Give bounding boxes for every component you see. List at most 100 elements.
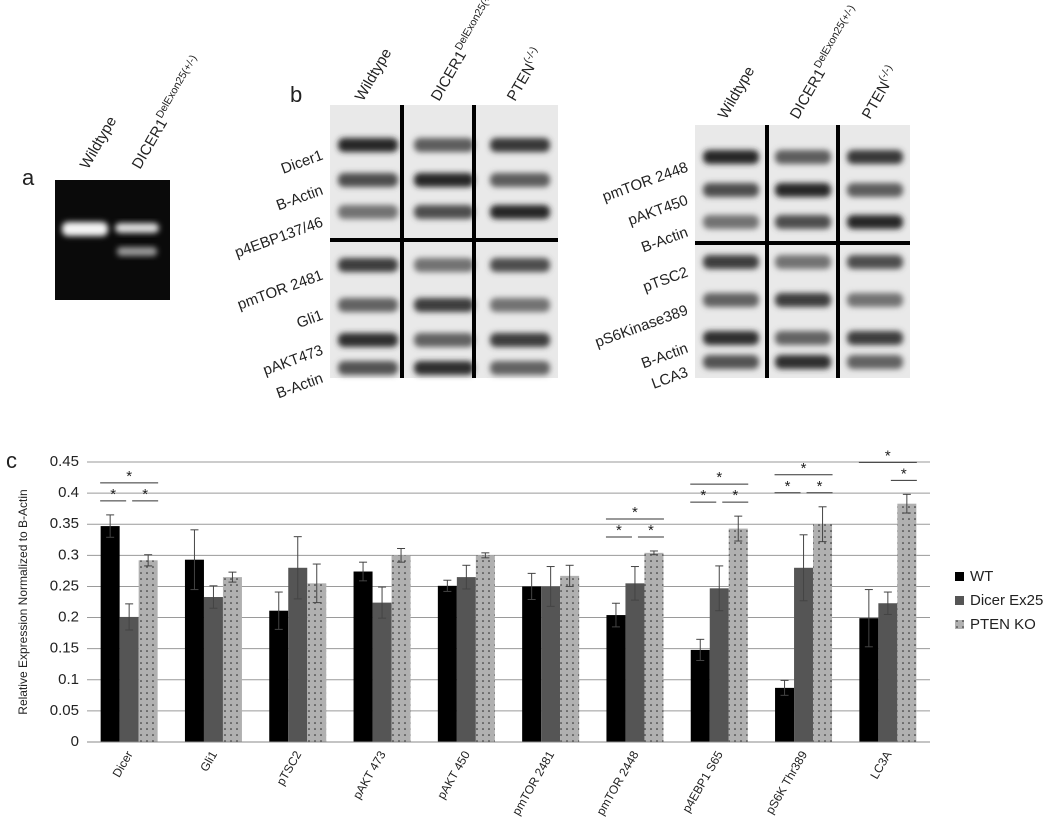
x-tick-label: p4EBP1 S65	[679, 748, 726, 815]
blot-band	[490, 173, 550, 187]
bar	[878, 603, 898, 742]
y-tick-label: 0	[71, 733, 79, 750]
x-tick-label: Dicer	[110, 749, 136, 780]
blot-band	[703, 355, 759, 369]
blot-band	[414, 258, 474, 272]
bar	[119, 616, 139, 742]
blot-band	[847, 183, 903, 197]
y-tick-label: 0.15	[50, 640, 79, 657]
error-bar	[190, 529, 199, 591]
bar	[307, 583, 327, 742]
error-bar	[228, 571, 237, 583]
error-bar	[293, 536, 302, 600]
bar	[353, 571, 373, 742]
blot-band	[414, 333, 474, 347]
blot-band	[775, 150, 831, 164]
lane-superscript: DelExon25(+/-)	[154, 53, 200, 120]
bar	[728, 528, 748, 742]
bar	[138, 560, 158, 742]
blot-band	[414, 361, 474, 375]
row-label: pTSC2	[641, 264, 691, 296]
blot-band	[338, 205, 398, 219]
blot-band	[414, 173, 474, 187]
error-bar	[527, 572, 536, 601]
blot-band	[703, 183, 759, 197]
error-bar	[799, 534, 808, 602]
significance-label: *	[801, 460, 807, 477]
significance-label: *	[110, 486, 116, 503]
lane-label: PTEN(-/-)	[856, 63, 902, 122]
significance-label: *	[901, 465, 907, 482]
x-tick-label: pTSC2	[274, 748, 305, 788]
y-tick-label: 0.35	[50, 515, 79, 532]
significance-label: *	[732, 487, 738, 504]
blot-band	[775, 355, 831, 369]
y-tick-label: 0.4	[58, 484, 79, 501]
row-label: pAKT450	[626, 192, 691, 229]
bar	[391, 555, 411, 742]
y-tick-label: 0.45	[50, 453, 79, 470]
blot-band	[775, 293, 831, 307]
y-axis-label: Relative Expression Normalized to B-Acti…	[16, 489, 30, 714]
y-tick-label: 0.3	[58, 546, 79, 563]
x-tick-label: pAKT 473	[350, 748, 389, 801]
error-bar	[565, 564, 574, 587]
row-label: p4EBP137/46	[233, 214, 326, 262]
lane-superscript: DelExon25(+/-)	[812, 3, 858, 70]
significance-label: *	[126, 468, 132, 485]
error-bar	[883, 591, 892, 615]
gel-band	[115, 223, 159, 233]
lane-label: Wildtype	[77, 114, 120, 172]
blot-band	[847, 331, 903, 345]
error-bar	[378, 586, 387, 619]
blot-band	[414, 298, 474, 312]
lane-name: DICER1	[428, 48, 470, 104]
lane-superscript: DelExon25(+/-)	[453, 0, 499, 52]
bar	[775, 687, 795, 742]
bar	[625, 583, 645, 742]
panel-label: b	[290, 82, 302, 107]
bar	[794, 567, 814, 742]
y-tick-label: 0.1	[58, 671, 79, 688]
significance-label: *	[716, 469, 722, 486]
blot-band	[847, 293, 903, 307]
blot-band	[703, 255, 759, 269]
legend-label: WT	[970, 568, 993, 585]
bar	[541, 586, 561, 742]
significance-label: *	[785, 478, 791, 495]
lane-name: Wildtype	[352, 46, 395, 104]
blot-band	[490, 333, 550, 347]
error-bar	[715, 565, 724, 612]
legend-swatch	[955, 620, 964, 629]
lane-label: DICER1DelExon25(+/-)	[126, 53, 206, 172]
lane-label: Wildtype	[352, 46, 395, 104]
error-bar	[546, 566, 555, 607]
lane-name: Wildtype	[77, 114, 120, 172]
bar	[606, 615, 626, 742]
error-bar	[106, 514, 115, 538]
error-bar	[630, 566, 639, 601]
y-tick-label: 0.2	[58, 609, 79, 626]
lane-name: DICER1	[787, 66, 829, 122]
error-bar	[274, 591, 283, 630]
blot-band	[703, 215, 759, 229]
legend-swatch	[955, 596, 964, 605]
blot-band	[703, 293, 759, 307]
error-bar	[611, 602, 620, 628]
lane-name: Wildtype	[715, 64, 758, 122]
lane-name: PTEN	[504, 61, 539, 104]
blot-band	[847, 255, 903, 269]
bar	[560, 575, 580, 742]
row-label: Dicer1	[279, 147, 326, 178]
x-tick-label: pmTOR 2481	[509, 748, 557, 817]
blot-band	[490, 298, 550, 312]
error-bar	[312, 563, 321, 604]
blot-band	[338, 298, 398, 312]
error-bar	[144, 554, 153, 567]
row-label: Gli1	[294, 307, 325, 332]
bar	[690, 649, 710, 742]
error-bar	[734, 515, 743, 542]
gel-band	[117, 247, 157, 256]
significance-label: *	[142, 486, 148, 503]
